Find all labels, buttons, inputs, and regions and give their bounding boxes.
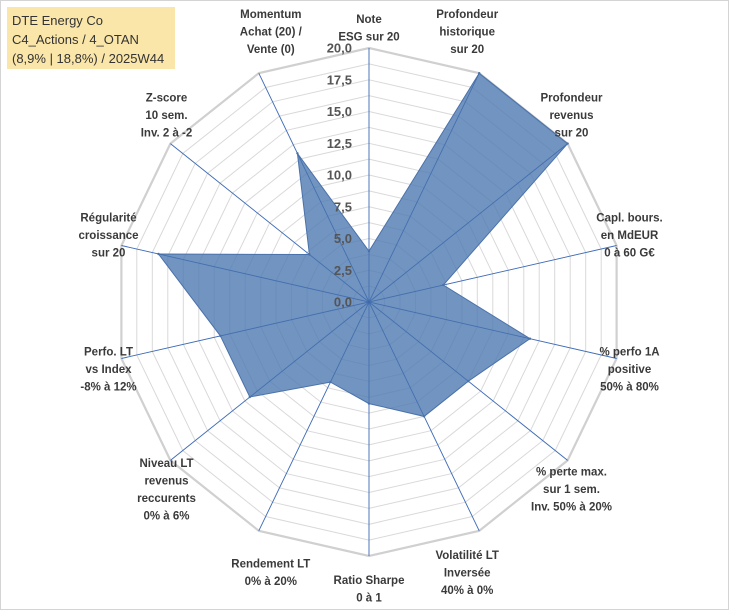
axis-spoke-overlay bbox=[368, 301, 617, 359]
axis-spoke-overlay bbox=[121, 245, 370, 303]
axis-label: Niveau LT revenus reccurents 0% à 6% bbox=[137, 458, 196, 523]
data-point bbox=[566, 142, 569, 145]
axis-label: Rendement LT 0% à 20% bbox=[231, 559, 310, 589]
axis-spoke-overlay bbox=[170, 301, 370, 461]
axis-label: Ratio Sharpe 0 à 1 bbox=[334, 575, 405, 605]
tick-label: 2,5 bbox=[334, 263, 352, 278]
axis-label: Perfo. LT vs Index -8% à 12% bbox=[80, 346, 136, 393]
tick-label: 17,5 bbox=[327, 72, 352, 87]
data-point bbox=[528, 337, 532, 340]
series-area bbox=[157, 72, 569, 417]
tick-label: 12,5 bbox=[327, 136, 352, 151]
tick-label: 0,0 bbox=[334, 295, 352, 310]
tick-layer: 0,0 2,5 5,0 7,5 10,0 12,5 15,0 17,5 20,0 bbox=[327, 41, 352, 310]
chart-title-box: DTE Energy Co C4_Actions / 4_OTAN (8,9% … bbox=[7, 7, 175, 69]
axis-label: Volatilité LT Inversée 40% à 0% bbox=[435, 550, 498, 597]
axis-spoke-overlay bbox=[121, 301, 370, 359]
axis-spoke-overlay bbox=[170, 143, 370, 303]
data-point bbox=[157, 252, 160, 256]
axis-label: Profondeur revenus sur 20 bbox=[541, 93, 603, 140]
tick-label: 10,0 bbox=[327, 168, 352, 183]
axis-spoke-overlay bbox=[368, 245, 617, 303]
title-line-category: C4_Actions / 4_OTAN bbox=[12, 32, 139, 47]
axis-spoke-overlay bbox=[368, 143, 568, 303]
data-point bbox=[296, 152, 299, 155]
tick-label: 5,0 bbox=[334, 231, 352, 246]
data-point bbox=[478, 72, 481, 75]
axis-spoke-overlay bbox=[258, 301, 370, 531]
title-line-period: (8,9% | 18,8%) / 2025W44 bbox=[12, 51, 165, 66]
axis-spoke-overlay bbox=[368, 73, 480, 303]
axis-label: Z-score 10 sem. Inv. 2 à -2 bbox=[141, 93, 193, 140]
title-line-company: DTE Energy Co bbox=[12, 13, 104, 28]
tick-label: 15,0 bbox=[327, 104, 352, 119]
data-point bbox=[308, 253, 311, 256]
tick-label: 20,0 bbox=[327, 41, 352, 56]
axis-label: % perte max. sur 1 sem. Inv. 50% à 20% bbox=[531, 467, 612, 514]
axis-label: Note ESG sur 20 bbox=[338, 14, 399, 44]
data-point bbox=[329, 380, 332, 384]
tick-label: 7,5 bbox=[334, 199, 352, 214]
axis-label: Capl. bours. en MdEUR 0 à 60 G€ bbox=[596, 213, 662, 260]
data-point bbox=[219, 334, 222, 338]
data-point bbox=[467, 380, 470, 383]
axis-label-layer: Note ESG sur 20 Profondeur historique sur 20… bbox=[78, 9, 662, 604]
area-layer bbox=[121, 48, 617, 556]
data-point bbox=[442, 283, 445, 287]
axis-label: % perfo 1A positive 50% à 80% bbox=[599, 346, 659, 393]
axis-label: Régularité croissance sur 20 bbox=[78, 213, 138, 260]
axis-label: Profondeur historique sur 20 bbox=[436, 9, 498, 56]
data-point bbox=[367, 402, 371, 405]
axis-label: Momentum Achat (20) / Vente (0) bbox=[240, 9, 303, 56]
data-point bbox=[367, 250, 371, 253]
data-point bbox=[422, 415, 426, 418]
axis-spoke-overlay bbox=[258, 73, 370, 303]
data-point bbox=[248, 395, 251, 399]
